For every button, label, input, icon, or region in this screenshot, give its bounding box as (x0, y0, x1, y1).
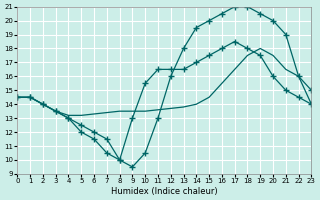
X-axis label: Humidex (Indice chaleur): Humidex (Indice chaleur) (111, 187, 218, 196)
